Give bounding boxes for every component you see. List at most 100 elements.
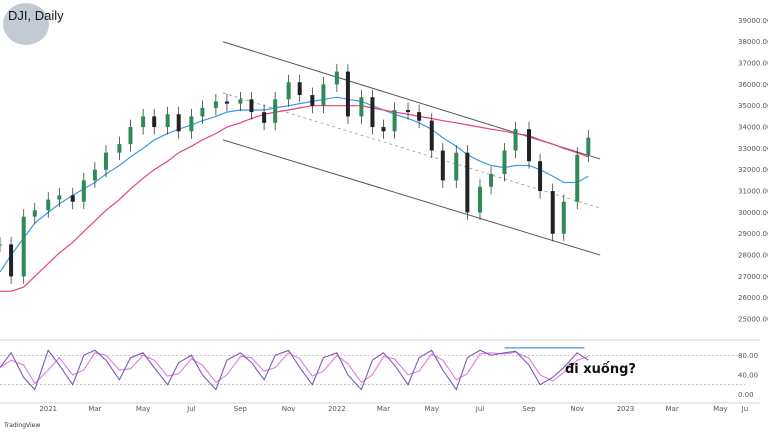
price-tick-label: 28000.00 xyxy=(738,252,768,260)
price-candle xyxy=(381,127,386,132)
time-tick-label: Ju xyxy=(741,405,749,413)
price-candle xyxy=(513,129,518,151)
price-tick-label: 26000.00 xyxy=(738,294,768,302)
price-candle xyxy=(117,144,122,153)
price-candle xyxy=(92,169,97,181)
price-candle xyxy=(359,97,364,117)
price-candle xyxy=(561,201,566,234)
price-tick-label: 35000.00 xyxy=(738,102,768,110)
price-candle xyxy=(454,152,459,181)
time-tick-label: 2023 xyxy=(617,405,635,413)
title-interval: Daily xyxy=(34,8,64,23)
price-candle xyxy=(213,101,218,108)
price-candle xyxy=(575,154,580,202)
time-tick-label: Mar xyxy=(666,405,679,413)
price-tick-label: 37000.00 xyxy=(738,60,768,68)
price-candle xyxy=(32,210,37,217)
time-tick-label: Sep xyxy=(234,405,248,413)
stochastic-k-line xyxy=(0,349,589,391)
price-candle xyxy=(440,150,445,181)
price-pane xyxy=(0,64,591,292)
price-candle xyxy=(370,97,375,128)
stochastic-pane xyxy=(0,347,745,391)
price-candle xyxy=(189,116,194,132)
time-tick-label: May xyxy=(136,405,150,413)
time-tick-label: Jul xyxy=(475,405,485,413)
price-axis: 25000.00 26000.00 27000.00 28000.00 29000.00… xyxy=(738,17,768,324)
time-tick-label: Mar xyxy=(377,405,390,413)
price-candle xyxy=(586,137,591,155)
price-tick-label: 25000.00 xyxy=(738,316,768,324)
stochastic-tick-label: 40.00 xyxy=(738,371,758,379)
price-candle xyxy=(21,216,26,277)
price-tick-label: 33000.00 xyxy=(738,145,768,153)
time-tick-label: 2021 xyxy=(39,405,57,413)
stochastic-axis: 0.00 40.00 80.00 xyxy=(738,352,758,399)
price-candle xyxy=(489,174,494,187)
price-candle xyxy=(249,99,254,113)
price-candle xyxy=(128,127,133,145)
time-tick-label: Jul xyxy=(186,405,196,413)
time-tick-label: Sep xyxy=(522,405,536,413)
price-candle xyxy=(310,95,315,106)
price-candle xyxy=(502,150,507,174)
price-candle xyxy=(321,84,326,106)
price-tick-label: 27000.00 xyxy=(738,273,768,281)
time-tick-label: May xyxy=(713,405,727,413)
price-candle xyxy=(224,101,229,104)
price-candle xyxy=(477,186,482,213)
price-tick-label: 32000.00 xyxy=(738,166,768,174)
price-candle xyxy=(406,110,411,113)
price-candle xyxy=(465,152,470,213)
price-candle xyxy=(286,82,291,100)
time-tick-label: Mar xyxy=(88,405,101,413)
price-candle xyxy=(141,116,146,128)
price-candle xyxy=(273,99,278,123)
title-symbol: DJI xyxy=(8,8,28,23)
channel-upper-line xyxy=(222,41,601,160)
price-candle xyxy=(103,152,108,170)
price-candle xyxy=(57,195,62,200)
stochastic-tick-label: 80.00 xyxy=(738,352,758,360)
price-candle xyxy=(200,107,205,117)
price-candle xyxy=(334,71,339,85)
price-candle xyxy=(9,244,14,277)
price-candle xyxy=(429,120,434,151)
time-axis: 2021 Mar May Jul Sep Nov 2022 Mar May Jul Sep Nov 20… xyxy=(39,405,748,413)
annotation-text: đi xuống? xyxy=(565,362,636,377)
logo-badge xyxy=(3,3,49,45)
time-tick-label: Nov xyxy=(282,405,296,413)
price-tick-label: 30000.00 xyxy=(738,209,768,217)
price-grid xyxy=(0,339,760,404)
price-candle xyxy=(538,161,543,192)
price-tick-label: 29000.00 xyxy=(738,230,768,238)
tradingview-watermark: TradingView xyxy=(4,422,41,429)
price-tick-label: 38000.00 xyxy=(738,38,768,46)
price-candle xyxy=(527,129,532,162)
price-candle xyxy=(345,71,350,117)
title-separator: , xyxy=(27,8,35,23)
price-tick-label: 36000.00 xyxy=(738,81,768,89)
channel-middle-line xyxy=(222,92,601,209)
price-candle xyxy=(0,244,2,246)
price-candle xyxy=(417,112,422,121)
time-tick-label: May xyxy=(425,405,439,413)
price-tick-label: 34000.00 xyxy=(738,124,768,132)
series-ma_slow xyxy=(0,105,589,292)
price-candle xyxy=(392,110,397,132)
price-candle xyxy=(70,195,75,202)
price-candle xyxy=(176,114,181,132)
price-candle xyxy=(262,112,267,123)
price-candle xyxy=(550,191,555,234)
price-candle xyxy=(165,114,170,128)
channel-lower-line xyxy=(222,139,601,256)
price-candle xyxy=(81,180,86,202)
price-tick-label: 31000.00 xyxy=(738,188,768,196)
time-tick-label: 2022 xyxy=(328,405,346,413)
stochastic-tick-label: 0.00 xyxy=(738,391,754,399)
time-tick-label: Nov xyxy=(570,405,584,413)
price-candle xyxy=(297,82,302,96)
chart-title: DJI, Daily xyxy=(8,8,64,23)
price-tick-label: 39000.00 xyxy=(738,17,768,25)
